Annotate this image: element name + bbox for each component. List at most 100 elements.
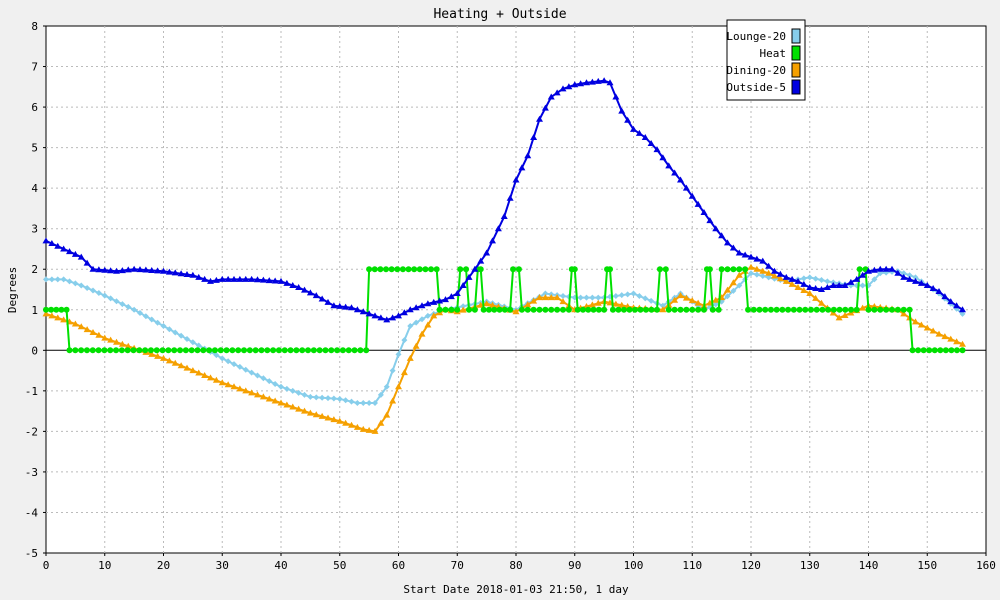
outside-5-point [459,281,467,288]
lounge-20-point [319,394,326,401]
heat-point [802,306,809,313]
dining-20-point [42,310,50,317]
dining-20-point [183,364,191,371]
heat-point [78,347,85,354]
heat-point [620,306,627,313]
outside-5-point [729,244,737,251]
heat-point [790,306,797,313]
heat-point [194,347,201,354]
dining-20-point [541,294,549,301]
outside-5-point [42,237,50,244]
dining-20-point [171,359,179,366]
outside-5-point [947,298,955,305]
outside-5-point [342,303,350,310]
heat-point [548,306,555,313]
legend: Lounge-20 Heat Dining-20 Outside-5 [726,19,806,101]
heat-point [433,266,440,273]
dining-20-point [277,399,285,406]
chart-title: Heating + Outside [433,7,566,22]
dining-20-point [459,306,467,313]
outside-5-point [547,93,555,100]
series-outside-5 [42,77,966,323]
lounge-20-point [43,276,49,283]
heat-point [72,347,79,354]
lounge-20-point [377,391,384,398]
dining-20-point [207,374,214,381]
outside-5-point [71,250,79,257]
outside-5-point [917,279,925,286]
heat-point [807,306,814,313]
lounge-20-point [113,298,120,305]
dining-20-point [259,393,267,400]
lounge-20-point [407,322,414,329]
heat-point [351,347,358,354]
lounge-20-point [871,276,878,283]
lounge-20-point [101,292,108,299]
heat-point [715,306,722,313]
heat-point [118,347,125,354]
axis-ticks: 0 10 20 30 40 50 60 70 80 90 100 110 120 130 140 150 160… [25,20,996,572]
outside-5-point [900,273,908,280]
outside-5-point [324,298,332,305]
x-tick-label: 10 [98,559,111,572]
outside-5-point [524,152,532,159]
lounge-20-point [912,274,919,281]
heat-point [322,347,329,354]
dining-20-point [89,328,97,335]
dining-20-point [306,409,314,416]
heat-point [574,306,581,313]
dining-20-point [524,301,532,308]
heat-point [177,347,184,354]
dining-20-point [195,369,203,376]
dining-20-point [230,383,238,390]
dining-20-point [71,320,79,327]
dining-20-point [60,316,68,323]
heat-point [235,347,242,354]
dining-20-point [771,272,778,279]
heat-point [615,306,622,313]
heat-point [211,347,218,354]
lounge-20-point [812,275,819,282]
outside-5-point [89,265,97,272]
heat-point [762,306,769,313]
lounge-20-point [131,306,138,313]
outside-5-point [583,79,590,86]
lounge-20-point [189,339,196,346]
dining-20-point [118,340,126,347]
lounge-20-point [583,294,590,301]
outside-5-point [271,277,279,284]
outside-5-point [635,129,643,136]
outside-5-point [559,85,567,92]
heat-point [842,306,849,313]
dining-20-point [212,376,220,383]
outside-5-point [301,286,308,293]
heat-point [83,347,90,354]
lounge-20-point [959,310,966,317]
outside-5-point [677,176,684,183]
lounge-20-point [231,361,237,368]
lounge-20-point [195,342,202,349]
lounge-20-point [383,383,390,390]
heat-point [560,306,566,313]
dining-20-point [336,417,344,424]
outside-5-point [124,266,132,273]
dining-20-point [735,271,743,278]
heat-point [773,306,780,313]
heat-point [937,347,944,354]
dining-20-point [295,405,303,412]
lounge-20-point [659,302,666,309]
y-tick-label: 6 [31,101,38,114]
dining-20-point [412,342,420,349]
dining-20-point [95,331,103,338]
heat-point [113,347,120,354]
dining-20-point [330,416,338,423]
outside-5-point [330,302,338,309]
outside-5-point [577,80,585,87]
outside-5-point [283,279,291,286]
lounge-20-point [560,292,566,299]
dining-20-point [283,401,291,408]
outside-5-point [812,284,820,291]
outside-5-point [888,265,896,272]
heat-point [796,306,803,313]
